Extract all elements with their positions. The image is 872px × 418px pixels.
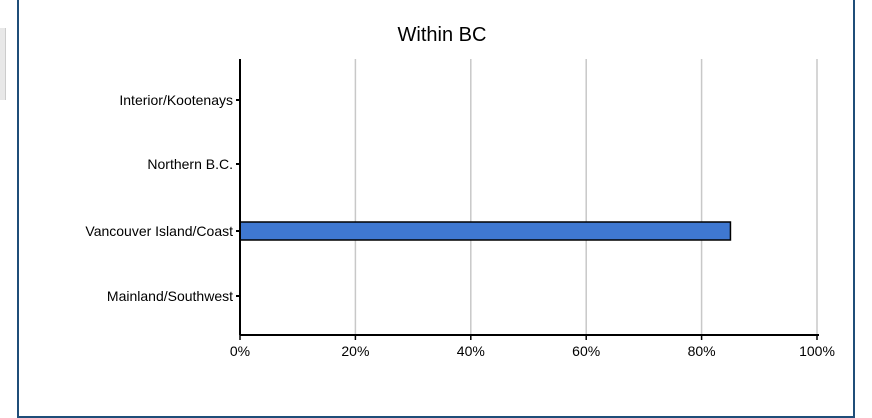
chart: Within BC Interior/Kootenays Northern B.C… <box>85 24 835 359</box>
side-panel-tab <box>0 28 6 100</box>
x-tick-label: 60% <box>572 343 600 359</box>
x-tick-label: 20% <box>341 343 369 359</box>
x-tick-label: 40% <box>457 343 485 359</box>
x-tick-label: 100% <box>799 343 835 359</box>
y-tick-label: Northern B.C. <box>147 156 233 172</box>
chart-panel <box>17 0 855 418</box>
axes <box>236 59 819 340</box>
bars <box>239 221 732 241</box>
y-tick-label: Interior/Kootenays <box>119 92 233 108</box>
y-tick-label: Vancouver Island/Coast <box>85 223 233 239</box>
y-tick-label: Mainland/Southwest <box>107 288 233 304</box>
x-tick-labels: 0% 20% 40% 60% 80% 100% <box>230 343 835 359</box>
x-tick-label: 0% <box>230 343 250 359</box>
bar <box>239 221 732 241</box>
y-tick-labels: Interior/Kootenays Northern B.C. Vancouver… <box>85 92 233 304</box>
chart-title: Within BC <box>398 24 487 46</box>
x-tick-label: 80% <box>688 343 716 359</box>
gridlines <box>354 59 818 335</box>
